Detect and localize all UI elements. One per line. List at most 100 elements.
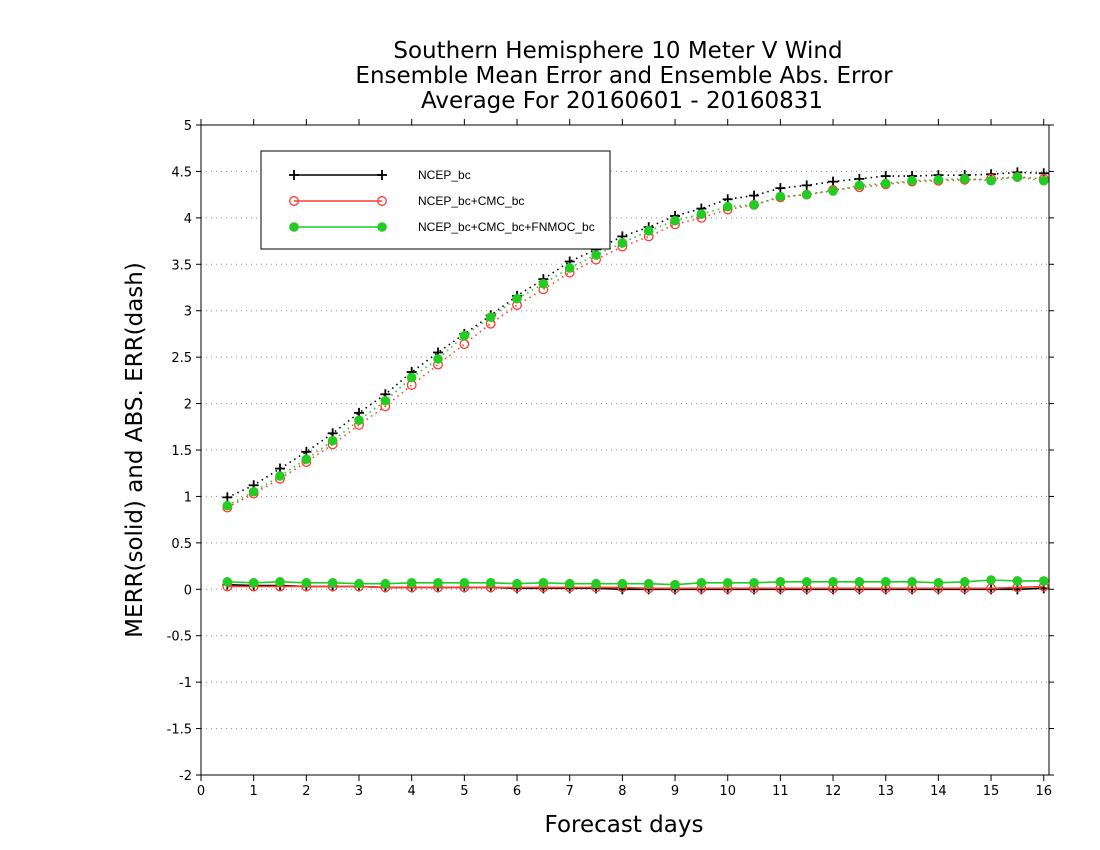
x-tick-label: 7: [566, 784, 574, 799]
data-point: [643, 226, 654, 236]
title-line-2: Ensemble Mean Error and Ensemble Abs. Er…: [355, 63, 893, 89]
data-point: [749, 190, 760, 201]
series-3: [222, 172, 1049, 590]
data-point: [1012, 172, 1023, 182]
data-point: [377, 196, 387, 206]
data-point: [564, 263, 575, 273]
data-point: [275, 471, 285, 481]
legend: NCEP_bc NCEP_bc+CMC_bc NCEP_bc+CMC_bc+FNMO…: [260, 150, 611, 250]
data-point: [354, 415, 364, 426]
data-point: [986, 575, 996, 585]
data-point: [907, 577, 917, 587]
data-point: [327, 435, 338, 446]
data-point: [377, 222, 387, 232]
data-point: [289, 196, 299, 206]
data-point: [643, 578, 654, 589]
data-point: [289, 170, 299, 180]
series-layer: [222, 167, 1049, 595]
data-point: [801, 577, 812, 587]
data-point: [880, 577, 891, 587]
data-point: [617, 238, 628, 248]
data-point: [775, 577, 786, 587]
data-point: [722, 577, 733, 588]
y-tick-label: -0.5: [167, 630, 192, 645]
data-point: [222, 577, 233, 587]
legend-label: NCEP_bc+CMC_bc: [418, 194, 524, 208]
y-tick-label: 1: [184, 490, 192, 505]
data-point: [406, 577, 417, 588]
data-point: [591, 578, 601, 589]
data-point: [933, 174, 944, 185]
data-point: [801, 180, 812, 191]
data-point: [485, 577, 496, 588]
y-tick-label: 3.5: [171, 258, 192, 273]
merr-line: [227, 579, 1044, 586]
x-axis: 0 1 2 3 4 5 6 7 8 9 10 11 12 13 14 15 16: [197, 119, 1052, 799]
data-point: [907, 175, 917, 186]
data-point: [433, 577, 443, 588]
data-point: [854, 577, 865, 587]
title-line-1: Southern Hemisphere 10 Meter V Wind: [393, 38, 842, 64]
x-tick-label: 15: [983, 784, 1000, 799]
legend-label: NCEP_bc+CMC_bc+FNMOC_bc: [418, 220, 595, 234]
data-point: [696, 577, 707, 588]
data-point: [248, 486, 259, 497]
x-tick-label: 0: [197, 784, 205, 799]
legend-box: [260, 150, 611, 250]
data-point: [722, 201, 733, 212]
data-point: [1038, 175, 1049, 186]
data-point: [459, 577, 470, 588]
x-tick-label: 16: [1035, 784, 1052, 799]
legend-items: NCEP_bc NCEP_bc+CMC_bc NCEP_bc+CMC_bc+FNMO…: [289, 168, 595, 234]
data-point: [327, 577, 338, 588]
data-point: [828, 176, 839, 187]
y-tick-label: 5: [184, 119, 192, 134]
data-point: [289, 222, 299, 232]
y-tick-label: 3: [184, 305, 192, 320]
x-tick-label: 6: [513, 784, 521, 799]
data-point: [433, 354, 443, 364]
data-point: [377, 170, 387, 180]
legend-item-3: NCEP_bc+CMC_bc+FNMOC_bc: [289, 220, 595, 234]
data-point: [670, 579, 680, 590]
y-tick-label: -1.5: [167, 723, 192, 738]
data-point: [485, 312, 496, 323]
y-tick-label: 0.5: [171, 537, 192, 552]
y-axis: 5 4.5 4 3.5 3 2.5 2 1.5 1 0.5 0 -0.5 -1 -1.5 -2: [167, 119, 1054, 784]
data-point: [564, 578, 575, 589]
data-point: [248, 577, 259, 588]
data-point: [775, 191, 786, 202]
data-point: [749, 577, 759, 588]
y-tick-label: 1.5: [171, 444, 192, 459]
y-tick-label: 0: [184, 583, 192, 598]
data-point: [959, 577, 970, 587]
merr-line: [227, 585, 1044, 590]
x-tick-label: 11: [772, 784, 789, 799]
data-point: [696, 209, 707, 219]
data-point: [854, 180, 865, 191]
data-point: [749, 200, 759, 210]
x-tick-label: 2: [302, 784, 310, 799]
x-tick-label: 10: [719, 784, 736, 799]
data-point: [459, 330, 470, 341]
x-tick-label: 5: [460, 784, 468, 799]
data-point: [538, 577, 549, 588]
x-tick-label: 1: [250, 784, 258, 799]
title-line-3: Average For 20160601 - 20160831: [421, 88, 823, 114]
data-point: [986, 175, 996, 186]
data-point: [380, 395, 391, 406]
data-point: [222, 500, 233, 511]
y-tick-label: -2: [179, 769, 192, 784]
data-point: [828, 577, 838, 587]
x-tick-label: 12: [825, 784, 842, 799]
data-point: [459, 339, 470, 350]
data-point: [301, 577, 312, 588]
data-point: [828, 186, 838, 196]
data-point: [354, 578, 364, 589]
data-point: [538, 278, 549, 289]
y-axis-label: MERR(solid) and ABS. ERR(dash): [122, 262, 148, 638]
gridlines: [201, 170, 1049, 730]
data-point: [512, 578, 522, 589]
legend-item-1: NCEP_bc: [289, 168, 471, 182]
